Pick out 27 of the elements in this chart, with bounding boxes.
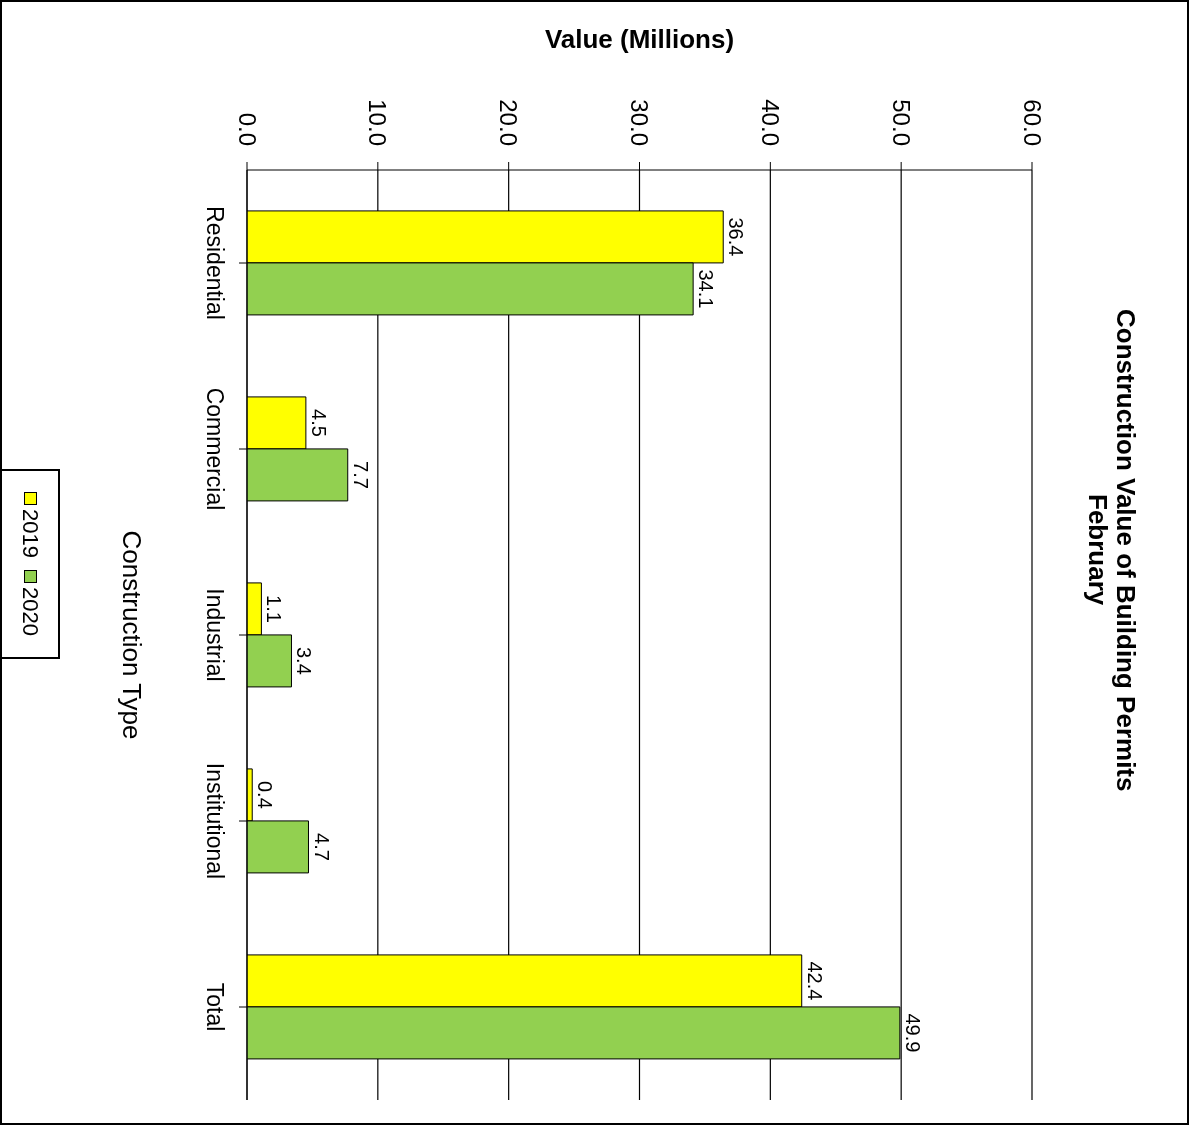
y-tick-label: Industrial bbox=[202, 588, 228, 682]
y-tick-label: Residential bbox=[202, 206, 228, 320]
legend-label: 2020 bbox=[17, 586, 43, 636]
data-label: 42.4 bbox=[803, 961, 826, 1001]
text: Construction Value of Building Permits February bbox=[1083, 307, 1141, 794]
data-label: 34.1 bbox=[695, 269, 718, 309]
data-label: 3.4 bbox=[293, 647, 316, 675]
x-tick-label: 40.0 bbox=[756, 99, 784, 146]
data-label: 4.7 bbox=[310, 833, 333, 861]
data-label: 1.1 bbox=[263, 595, 286, 623]
data-label: 49.9 bbox=[901, 1013, 924, 1053]
y-tick-label: Commercial bbox=[202, 387, 228, 511]
legend-label: 2019 bbox=[17, 508, 43, 558]
y-tick-label: Institutional bbox=[202, 762, 228, 880]
y-axis-title: Construction Type bbox=[117, 530, 147, 740]
y-tick-label: Total bbox=[202, 982, 228, 1032]
x-axis-title: Value (Millions) bbox=[544, 24, 735, 55]
x-tick-label: 50.0 bbox=[887, 99, 915, 146]
x-tick-label: 0.0 bbox=[233, 112, 261, 146]
data-label: 4.5 bbox=[307, 409, 330, 437]
data-label: 36.4 bbox=[725, 217, 748, 257]
data-label: 7.7 bbox=[349, 461, 372, 489]
x-tick-label: 20.0 bbox=[495, 99, 523, 146]
x-tick-label: 10.0 bbox=[364, 99, 392, 146]
data-label: 0.4 bbox=[254, 781, 277, 809]
x-tick-label: 30.0 bbox=[626, 99, 653, 146]
x-tick-label: 60.0 bbox=[1018, 99, 1046, 146]
